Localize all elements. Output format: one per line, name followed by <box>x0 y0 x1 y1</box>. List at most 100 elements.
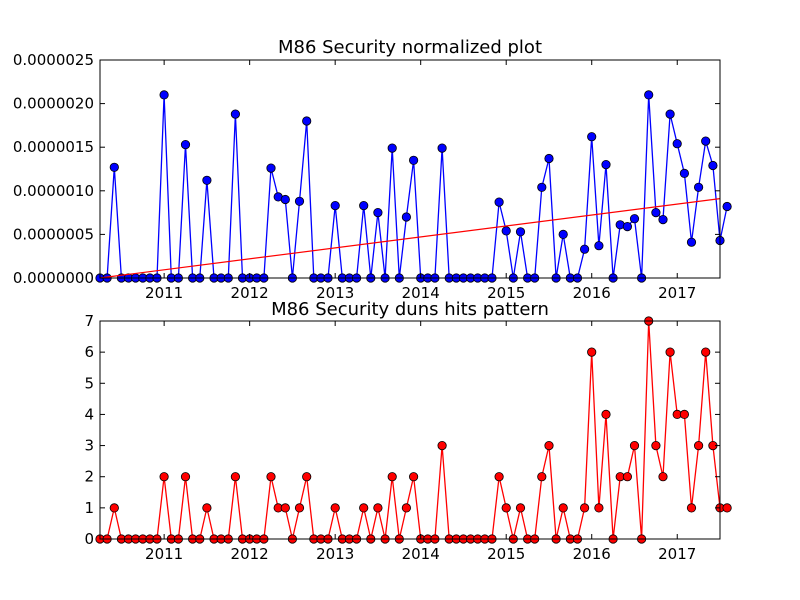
x-tick-label: 2012 <box>231 545 269 563</box>
data-point <box>294 196 305 206</box>
data-point <box>294 503 305 513</box>
x-tick-label: 2011 <box>145 545 183 563</box>
x-tick-label: 2016 <box>573 284 611 302</box>
plot-frame <box>99 59 721 279</box>
data-point <box>579 244 590 254</box>
data-point <box>159 472 169 482</box>
y-tick-label: 3 <box>84 437 94 455</box>
x-tick-label: 2014 <box>402 545 440 563</box>
data-point <box>266 163 276 173</box>
data-point <box>230 109 240 119</box>
data-point <box>594 503 604 513</box>
data-point <box>601 160 611 170</box>
x-tick-label: 2016 <box>573 545 611 563</box>
data-point <box>109 503 119 513</box>
data-point <box>180 140 191 150</box>
data-point <box>494 197 504 207</box>
y-tick-label: 0.0000000 <box>13 269 94 287</box>
data-point <box>672 139 682 149</box>
data-point <box>537 472 547 482</box>
data-point <box>408 155 419 165</box>
data-point <box>230 472 240 482</box>
data-point <box>280 194 290 205</box>
data-point <box>202 175 212 185</box>
data-point <box>401 212 411 222</box>
x-tick-label: 2015 <box>487 284 525 302</box>
data-point <box>537 182 547 192</box>
data-point <box>665 347 675 357</box>
y-tick-label: 6 <box>84 343 94 361</box>
data-point <box>280 503 290 513</box>
y-tick-label: 0.0000010 <box>13 182 94 200</box>
trend-line <box>99 198 721 279</box>
data-point <box>629 440 640 451</box>
data-point <box>722 503 732 513</box>
data-point <box>159 90 169 100</box>
data-point <box>708 160 718 171</box>
x-tick-label: 2014 <box>402 284 440 302</box>
data-point <box>722 201 732 212</box>
data-point <box>501 503 511 513</box>
x-tick-label: 2017 <box>658 545 696 563</box>
x-tick-label: 2013 <box>316 284 354 302</box>
data-point <box>202 503 212 513</box>
data-point <box>693 440 704 451</box>
data-point <box>693 182 704 192</box>
data-point <box>658 472 668 482</box>
data-point <box>359 201 369 211</box>
y-tick-label: 0 <box>84 530 94 548</box>
x-tick-label: 2015 <box>487 545 525 563</box>
data-point <box>266 472 276 482</box>
data-point <box>408 472 419 482</box>
chart-hits: M86 Security duns hits pattern 2011 2012 2… <box>84 299 732 563</box>
data-point <box>644 90 654 100</box>
data-point <box>437 143 447 153</box>
data-point <box>594 241 604 251</box>
x-tick-label: 2017 <box>658 284 696 302</box>
data-point <box>679 409 690 419</box>
data-point <box>501 226 511 236</box>
data-point <box>587 347 597 357</box>
data-point <box>437 440 447 451</box>
data-point <box>373 208 383 218</box>
data-point <box>622 472 633 482</box>
data-point <box>330 201 340 211</box>
x-tick-label: 2011 <box>145 284 183 302</box>
data-point <box>544 153 554 164</box>
data-point <box>330 503 340 513</box>
chart-title: M86 Security normalized plot <box>278 37 542 58</box>
data-point <box>665 109 675 119</box>
data-point <box>679 168 690 178</box>
data-point <box>579 503 590 513</box>
plot-area <box>100 60 720 278</box>
data-point <box>180 472 191 482</box>
data-point <box>651 440 661 451</box>
data-point <box>701 347 711 357</box>
data-point <box>302 116 312 126</box>
data-point <box>387 143 397 153</box>
y-tick-label: 4 <box>84 405 94 423</box>
data-point <box>302 472 312 482</box>
chart-normalized: M86 Security normalized plot 2011 2012 201… <box>13 37 732 302</box>
data-point <box>558 229 568 239</box>
data-point <box>373 503 383 513</box>
x-tick-label: 2012 <box>231 284 269 302</box>
data-point <box>658 215 668 225</box>
data-point <box>686 237 697 247</box>
plot-frame <box>99 320 721 540</box>
data-point <box>558 503 568 513</box>
data-point <box>515 227 526 237</box>
y-tick-label: 0.0000015 <box>13 138 94 156</box>
y-tick-label: 1 <box>84 499 94 517</box>
y-tick-label: 5 <box>84 374 94 392</box>
y-tick-label: 0.0000025 <box>13 51 94 69</box>
y-tick-label: 2 <box>84 468 94 486</box>
data-point <box>587 132 597 142</box>
y-tick-label: 0.0000020 <box>13 95 94 113</box>
y-tick-label: 7 <box>84 312 94 330</box>
x-tick-label: 2013 <box>316 545 354 563</box>
chart-title: M86 Security duns hits pattern <box>271 299 549 320</box>
data-point <box>601 409 611 419</box>
data-point <box>401 503 411 513</box>
